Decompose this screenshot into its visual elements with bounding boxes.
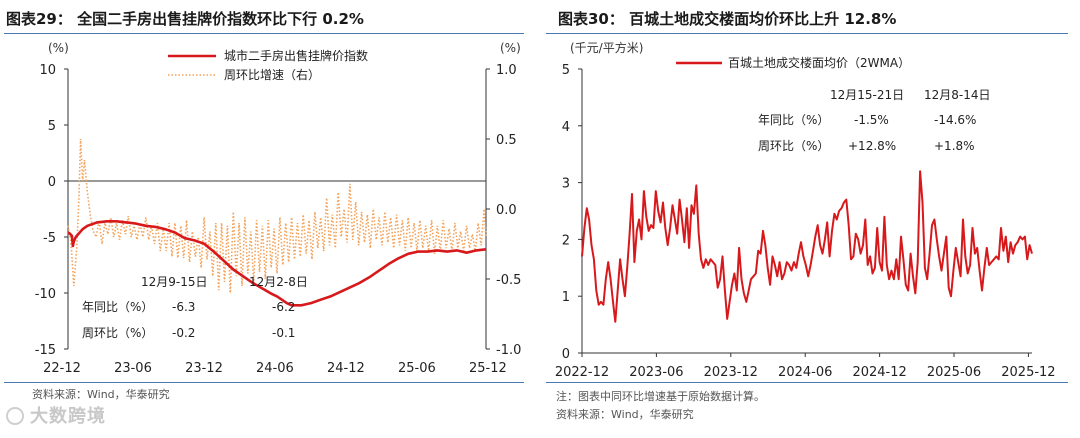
x-tick-label: 2025-12: [1001, 365, 1055, 380]
annot-header-2: 12月2-8日: [249, 275, 308, 289]
annot-row2-label: 周环比（%）: [82, 326, 153, 340]
watermark: 大数跨境: [6, 402, 106, 428]
annot-header-2: 12月8-14日: [924, 88, 991, 102]
annot-row1-v2: -6.2: [272, 300, 295, 314]
x-tick-label-left: 24-12: [327, 361, 365, 376]
chart-note-right: 注：图表中同环比增速基于原始数据计算。: [556, 390, 765, 403]
y-tick-label-right: 0.0: [496, 203, 517, 218]
y-tick-label-left: 0: [48, 175, 56, 190]
y-tick-label-left: 10: [39, 63, 56, 78]
x-tick-label: 2023-06: [629, 365, 683, 380]
right-chart-panel: 图表30： 百城土地成交楼面均价环比上升 12.8% (千元/平方米) 5 4 3 2 1…: [540, 0, 1080, 438]
annot-row2-v1: -0.2: [172, 326, 195, 340]
annot-row1-label: 年同比（%）: [82, 300, 153, 314]
axes-right: (千元/平方米)5 4 3 2 1 0 2022-12 2023-06 2023-12 2024-…: [555, 40, 1056, 380]
series-line-land-price: [581, 170, 1033, 323]
title-rule-right: [546, 33, 1068, 34]
series-line-weekly-change: [67, 138, 487, 294]
annot-row2-v2: -0.1: [272, 326, 295, 340]
y-tick-label: 2: [562, 233, 570, 248]
x-tick-label-left: 22-12: [43, 361, 81, 376]
legend-label-land-price: 百城土地成交楼面均价（2WMA）: [728, 55, 910, 70]
y-tick-label-left: -5: [43, 231, 56, 246]
legend-right: 百城土地成交楼面均价（2WMA）: [676, 55, 910, 70]
line-chart-right: (千元/平方米)5 4 3 2 1 0 2022-12 2023-06 2023-12 2024-…: [555, 40, 1056, 380]
x-tick-label-left: 25-06: [398, 361, 436, 376]
footer-rule-right: [546, 382, 1068, 383]
y-unit-left: (%): [48, 41, 69, 55]
annot-row1-label: 年同比（%）: [758, 113, 829, 127]
annot-row1-v1: -1.5%: [854, 113, 889, 127]
y-tick-label: 0: [562, 347, 570, 362]
x-tick-label-left: 23-06: [114, 361, 152, 376]
x-tick-label-left: 23-12: [185, 361, 223, 376]
annot-row2-label: 周环比（%）: [758, 139, 829, 153]
series-left: [67, 138, 487, 307]
annot-row2-v1: +12.8%: [848, 139, 896, 153]
chart-title-left: 图表29： 全国二手房出售挂牌价指数环比下行 0.2%: [6, 10, 364, 28]
x-tick-label: 2024-12: [852, 365, 906, 380]
y-tick-label-left: -15: [35, 343, 56, 358]
annot-row1-v1: -6.3: [172, 300, 195, 314]
y-tick-label: 3: [562, 177, 570, 192]
annot-header-1: 12月9-15日: [141, 275, 208, 289]
series-right: [581, 170, 1033, 323]
y-unit-label: (千元/平方米): [570, 40, 643, 55]
x-tick-label-left: 25-12: [469, 361, 507, 376]
chart-title-right: 图表30： 百城土地成交楼面均价环比上升 12.8%: [558, 10, 897, 28]
source-note-left: 资料来源：Wind，华泰研究: [32, 388, 170, 401]
y-tick-label-right: 0.5: [496, 133, 517, 148]
x-tick-label: 2023-12: [704, 365, 758, 380]
series-line-listing-index: [67, 220, 487, 307]
source-note-right: 资料来源：Wind，华泰研究: [556, 408, 694, 421]
legend-label-listing-index: 城市二手房出售挂牌价指数: [224, 48, 368, 63]
axes-left: (%) (%) 10 5 0 -5 -10 -15 1.0 0.5 0.0 -0.5 -1.0 22-12…: [35, 41, 522, 376]
x-tick-label: 2022-12: [555, 365, 609, 380]
watermark-text: 大数跨境: [30, 406, 106, 427]
footer-rule-left: [4, 382, 524, 383]
x-tick-label: 2024-06: [778, 365, 832, 380]
annot-header-1: 12月15-21日: [830, 88, 904, 102]
title-rule-left: [4, 33, 524, 34]
y-tick-label-right: -0.5: [496, 273, 521, 288]
y-tick-label-left: -10: [35, 287, 56, 302]
y-tick-label: 5: [562, 63, 570, 78]
y-tick-label: 4: [562, 120, 570, 135]
x-tick-label-left: 24-06: [256, 361, 294, 376]
left-chart-panel: 图表29： 全国二手房出售挂牌价指数环比下行 0.2% (%) (%) 10 5 0 -5…: [4, 10, 524, 401]
line-chart-left: (%) (%) 10 5 0 -5 -10 -15 1.0 0.5 0.0 -0.5 -1.0 22-12…: [35, 41, 522, 376]
annot-row2-v2: +1.8%: [934, 139, 975, 153]
y-unit-right: (%): [500, 41, 521, 55]
y-tick-label: 1: [562, 290, 570, 305]
legend-label-weekly-change: 周环比增速（右）: [224, 67, 320, 82]
y-tick-label-right: -1.0: [496, 343, 521, 358]
y-tick-label-left: 5: [48, 119, 56, 134]
y-tick-label-right: 1.0: [496, 63, 517, 78]
x-tick-label: 2025-06: [927, 365, 981, 380]
watermark-logo-icon: [6, 407, 24, 425]
annot-row1-v2: -14.6%: [934, 113, 976, 127]
